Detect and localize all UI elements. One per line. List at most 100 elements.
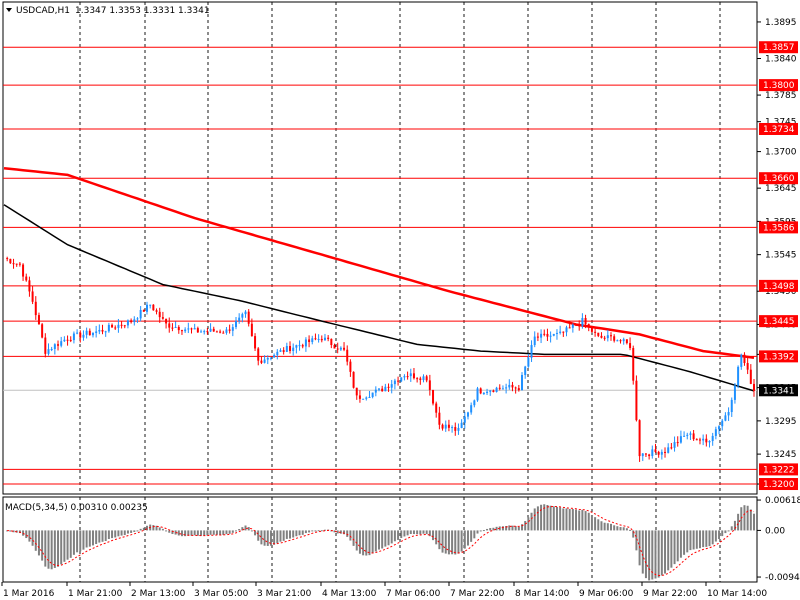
- macd-bar: [708, 530, 711, 547]
- candle-body: [311, 338, 314, 343]
- macd-indicator: 0.00618 0.00 -0.00949: [6, 496, 800, 583]
- candle-body: [346, 349, 349, 362]
- candle-body: [463, 416, 466, 423]
- candle-body: [521, 374, 524, 391]
- candle-body: [727, 412, 730, 416]
- macd-bar: [289, 530, 292, 539]
- candle-body: [692, 433, 695, 440]
- candle-body: [161, 317, 164, 319]
- dropdown-triangle-icon[interactable]: [6, 8, 12, 12]
- macd-bar: [543, 504, 546, 531]
- candle-body: [721, 420, 724, 427]
- candle-body: [31, 291, 34, 302]
- candle-body: [575, 324, 578, 326]
- macd-bar: [432, 530, 435, 541]
- candle-body: [133, 319, 136, 323]
- macd-bar: [362, 530, 365, 556]
- candle-body: [126, 320, 129, 326]
- macd-bar: [114, 530, 117, 538]
- macd-bar: [323, 529, 326, 531]
- candle-body: [724, 415, 727, 421]
- macd-bar: [44, 530, 47, 567]
- macd-bar: [486, 528, 489, 531]
- macd-bar: [400, 530, 403, 539]
- candle-body: [200, 331, 203, 333]
- candle-body: [117, 324, 120, 328]
- candle-body: [158, 311, 161, 318]
- candle-body: [387, 386, 390, 388]
- candle-body: [174, 327, 177, 329]
- macd-bar: [495, 526, 498, 531]
- candle-body: [454, 427, 457, 431]
- candle-body: [104, 331, 107, 333]
- macd-bar: [536, 506, 539, 531]
- macd-bar: [584, 511, 587, 531]
- macd-bar: [698, 530, 701, 549]
- macd-bar: [422, 530, 425, 534]
- macd-bar: [41, 530, 44, 561]
- candle-body: [130, 320, 133, 323]
- candle-body: [323, 337, 326, 341]
- candle-body: [651, 449, 654, 457]
- candle-body: [28, 280, 31, 292]
- horizontal-levels: [3, 46, 757, 485]
- level-label: 1.3586: [763, 223, 795, 233]
- level-label: 1.3800: [763, 81, 795, 91]
- time-tick-label: 8 Mar 14:00: [515, 589, 570, 599]
- macd-bar: [425, 530, 428, 535]
- candle-body: [482, 392, 485, 394]
- macd-bar: [428, 530, 431, 537]
- macd-bar: [727, 530, 730, 532]
- macd-bar: [120, 530, 123, 536]
- candle-body: [517, 388, 520, 391]
- candle-body: [330, 338, 333, 346]
- macd-bar: [82, 530, 85, 550]
- macd-bar: [282, 530, 285, 541]
- moving-averages: [3, 166, 755, 392]
- macd-bar: [533, 508, 536, 531]
- macd-bar: [247, 527, 250, 531]
- macd-bar: [101, 530, 104, 542]
- candle-body: [460, 422, 463, 428]
- macd-bar: [37, 530, 40, 556]
- candle-body: [498, 387, 501, 389]
- candle-body: [44, 337, 47, 354]
- macd-bar: [317, 530, 320, 532]
- candle-body: [657, 451, 660, 455]
- macd-bar: [740, 507, 743, 531]
- candle-body: [206, 331, 209, 333]
- macd-bar: [161, 528, 164, 531]
- macd-bar: [527, 517, 530, 531]
- candle-body: [63, 339, 66, 342]
- macd-bar: [616, 526, 619, 531]
- candle-body: [730, 399, 733, 413]
- macd-bar: [279, 530, 282, 542]
- candle-body: [632, 348, 635, 381]
- candle-body: [47, 349, 50, 354]
- candle-body: [447, 424, 450, 428]
- macd-tick-label: -0.00949: [765, 573, 800, 583]
- candle-body: [590, 326, 593, 332]
- macd-bar: [590, 515, 593, 531]
- macd-bar: [746, 505, 749, 531]
- macd-bar: [76, 530, 79, 553]
- macd-bar: [587, 512, 590, 531]
- candle-body: [37, 315, 40, 325]
- macd-bar: [686, 530, 689, 553]
- macd-bar: [206, 530, 209, 536]
- macd-bar: [406, 530, 409, 536]
- candle-body: [111, 324, 114, 328]
- time-tick-label: 2 Mar 13:00: [131, 589, 186, 599]
- candle-body: [53, 344, 56, 350]
- candle-body: [190, 328, 193, 330]
- candle-body: [428, 380, 431, 390]
- candle-body: [234, 321, 237, 328]
- price-axis: 1.3895 1.3840 1.3785 1.3745 1.3700 1.3645 1.35…: [757, 18, 798, 491]
- candle-body: [25, 276, 28, 281]
- macd-bar: [673, 530, 676, 565]
- candle-body: [594, 331, 597, 333]
- level-box: [759, 350, 798, 363]
- macd-bar: [412, 530, 415, 535]
- candle-body: [422, 376, 425, 381]
